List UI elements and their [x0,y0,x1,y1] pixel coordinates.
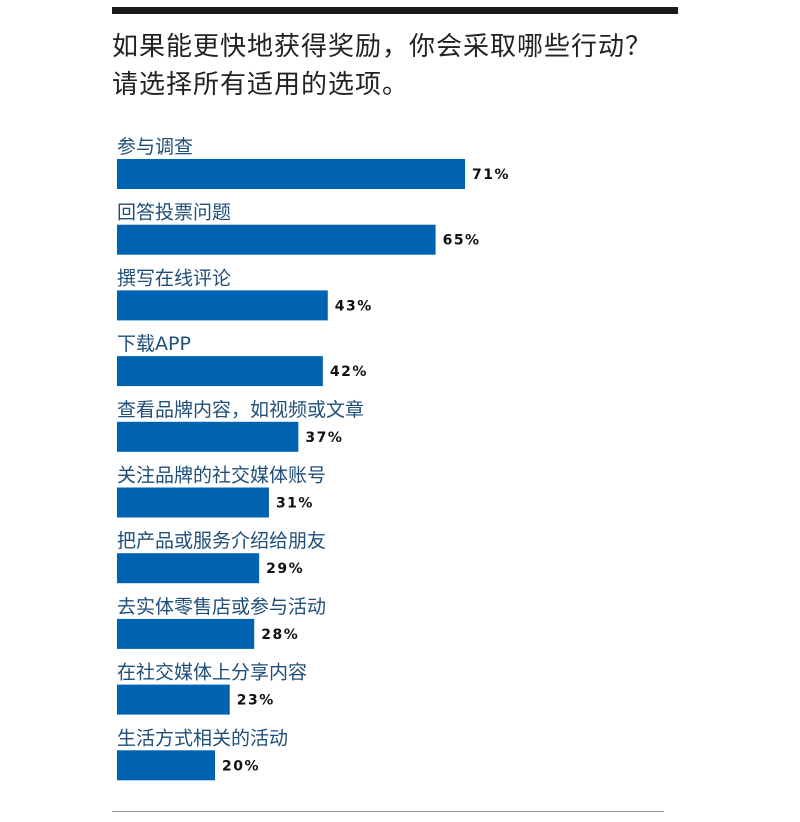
bar [117,750,216,781]
bar [117,618,255,649]
top-rule [112,7,678,14]
value-label: 71% [472,167,510,183]
title-line-2: 请选择所有适用的选项。 [112,70,410,100]
category-label: 把产品或服务介绍给朋友 [117,530,326,552]
category-label: 生活方式相关的活动 [117,727,288,749]
category-label: 去实体零售店或参与活动 [117,596,326,618]
category-label: 撰写在线评论 [117,267,231,289]
bar [117,356,323,387]
bar [117,224,436,255]
bar [117,553,260,584]
value-label: 37% [305,430,343,446]
value-label: 42% [330,364,368,380]
bar [117,684,230,715]
bar [117,421,299,452]
bar [117,487,269,518]
category-label: 参与调查 [117,136,193,158]
chart-title: 如果能更快地获得奖励，你会采取哪些行动？ 请选择所有适用的选项。 [112,28,712,104]
category-label: 回答投票问题 [117,202,231,224]
bar [117,290,328,321]
title-line-1: 如果能更快地获得奖励，你会采取哪些行动？ [112,32,653,62]
value-label: 31% [276,496,314,512]
bar [117,159,465,189]
category-label: 关注品牌的社交媒体账号 [117,465,326,487]
value-label: 28% [261,627,299,643]
category-label: 查看品牌内容，如视频或文章 [117,399,364,421]
category-label: 下载APP [117,333,191,355]
value-label: 23% [237,693,275,709]
value-label: 65% [443,233,481,249]
value-label: 20% [222,758,260,774]
bottom-rule [112,811,664,812]
value-label: 43% [335,298,373,314]
category-label: 在社交媒体上分享内容 [117,662,307,684]
value-label: 29% [266,561,304,577]
